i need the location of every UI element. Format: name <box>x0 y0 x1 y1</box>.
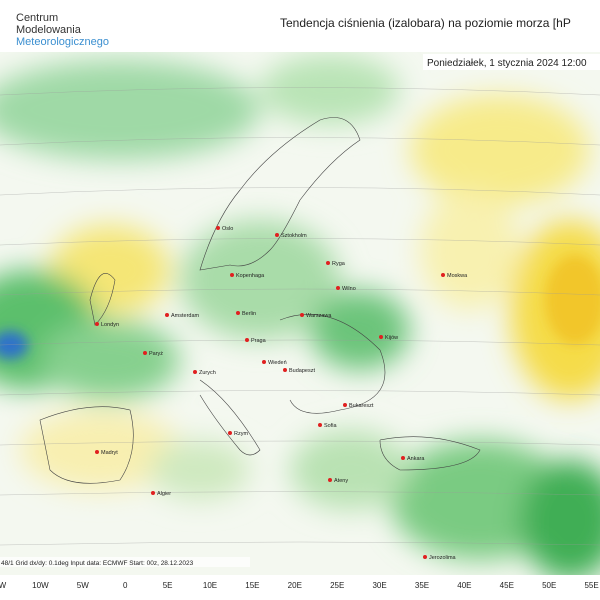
longitude-label: 45E <box>500 581 514 590</box>
city-label: Wilno <box>342 286 356 292</box>
city-marker <box>216 226 220 230</box>
city-label: Zurych <box>199 370 216 376</box>
date-box <box>423 54 600 70</box>
longitude-label: 55E <box>584 581 598 590</box>
date: Poniedziałek, 1 stycznia 2024 12:00 <box>427 58 587 69</box>
city-marker <box>228 431 232 435</box>
city-label: Ryga <box>332 261 346 267</box>
footer: 48/1 Grid dx/dy: 0.1deg Input data: ECMW… <box>1 560 194 567</box>
city-label: Sofia <box>324 423 337 429</box>
city-marker <box>343 403 347 407</box>
city-label: Warszawa <box>306 313 332 319</box>
longitude-label: 20E <box>288 581 302 590</box>
longitude-label: 30E <box>372 581 386 590</box>
longitude-label: 0 <box>123 581 128 590</box>
city-marker <box>441 273 445 277</box>
city-marker <box>230 273 234 277</box>
city-label: Amsterdam <box>171 313 200 319</box>
logo-line: Meteorologicznego <box>16 36 109 48</box>
city-marker <box>318 423 322 427</box>
city-marker <box>423 555 427 559</box>
city-label: Sztokholm <box>281 233 307 239</box>
longitude-label: 5W <box>77 581 89 590</box>
footer-bg <box>0 557 250 567</box>
city-label: Kijów <box>385 335 398 341</box>
city-label: Budapeszt <box>289 368 315 374</box>
city-marker <box>193 370 197 374</box>
logo-line: Modelowania <box>16 24 82 36</box>
city-marker <box>328 478 332 482</box>
longitude-label: 5E <box>163 581 173 590</box>
city-label: Wiedeń <box>268 360 287 366</box>
city-marker <box>379 335 383 339</box>
cities: Oslo Sztokholm Kopenhaga Ryga Moskwa Wilno Ams… <box>95 226 468 561</box>
city-label: Ankara <box>407 456 425 462</box>
longitude-labels: 15W 10W 5W 0 5E 10E 15E 20E 25E 30E 35E 40E 45E 50E 55… <box>0 581 599 590</box>
city-marker <box>300 313 304 317</box>
city-label: Paryż <box>149 351 163 357</box>
title: Tendencja ciśnienia (izalobara) na pozio… <box>280 16 571 30</box>
longitude-label: 15E <box>245 581 259 590</box>
city-label: Madryt <box>101 450 118 456</box>
city-marker <box>262 360 266 364</box>
city-label: Berlin <box>242 311 256 317</box>
city-label: Praga <box>251 338 267 344</box>
city-label: Ateny <box>334 478 348 484</box>
city-label: Algier <box>157 491 171 497</box>
longitude-label: 40E <box>457 581 471 590</box>
map <box>0 52 600 575</box>
city-label: Kopenhaga <box>236 273 265 279</box>
city-marker <box>245 338 249 342</box>
longitude-label: 50E <box>542 581 556 590</box>
city-marker <box>143 351 147 355</box>
logo-line: Centrum <box>16 12 58 24</box>
longitude-label: 10E <box>203 581 217 590</box>
city-marker <box>95 450 99 454</box>
city-marker <box>151 491 155 495</box>
city-label: Rzym <box>234 431 248 437</box>
city-marker <box>283 368 287 372</box>
city-marker <box>95 322 99 326</box>
city-label: Bukareszt <box>349 403 374 409</box>
city-marker <box>336 286 340 290</box>
city-marker <box>165 313 169 317</box>
city-marker <box>326 261 330 265</box>
longitude-label: 35E <box>415 581 429 590</box>
city-label: Moskwa <box>447 273 468 279</box>
city-marker <box>236 311 240 315</box>
city-marker <box>401 456 405 460</box>
city-label: Londyn <box>101 322 119 328</box>
city-label: Jerozolima <box>429 555 457 561</box>
city-marker <box>275 233 279 237</box>
longitude-label: 25E <box>330 581 344 590</box>
longitude-label: 10W <box>32 581 49 590</box>
city-label: Oslo <box>222 226 233 232</box>
longitude-label: 15W <box>0 581 7 590</box>
